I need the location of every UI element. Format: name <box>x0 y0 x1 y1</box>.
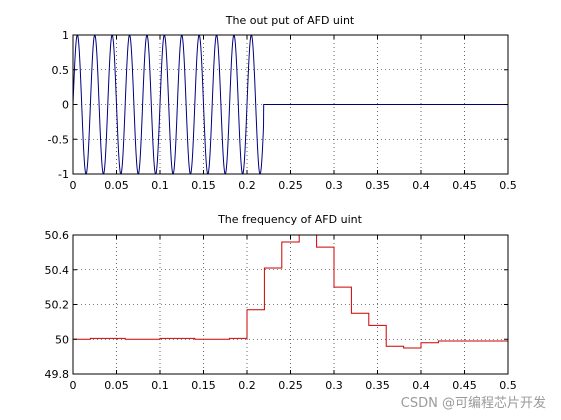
output-series-line <box>73 35 508 174</box>
output-xtick-label-7: 0.35 <box>365 179 390 192</box>
output-ytick-label-2: 0 <box>62 99 69 112</box>
frequency-ytick-label-4: 50.6 <box>45 229 70 242</box>
frequency-xtick-label-3: 0.15 <box>191 379 216 392</box>
frequency-xtick-label-2: 0.1 <box>151 379 169 392</box>
frequency-ytick-label-0: 49.8 <box>45 368 70 381</box>
frequency-ytick-label-2: 50.2 <box>45 299 70 312</box>
output-xtick-label-3: 0.15 <box>191 179 216 192</box>
output-xtick-label-10: 0.5 <box>499 179 517 192</box>
output-xtick-label-9: 0.45 <box>452 179 477 192</box>
output-ytick-label-4: 1 <box>62 29 69 42</box>
output-xtick-label-6: 0.3 <box>325 179 343 192</box>
output-ytick-label-0: -1 <box>58 168 69 181</box>
frequency-ytick-label-1: 50 <box>55 333 69 346</box>
frequency-xtick-label-10: 0.5 <box>499 379 517 392</box>
output-ytick-label-3: 0.5 <box>52 64 70 77</box>
frequency-title: The frequency of AFD uint <box>217 213 363 226</box>
output-xtick-label-0: 0 <box>70 179 77 192</box>
output-xtick-label-4: 0.2 <box>238 179 256 192</box>
frequency-xtick-label-8: 0.4 <box>412 379 430 392</box>
frequency-xtick-label-7: 0.35 <box>365 379 390 392</box>
frequency-xtick-label-5: 0.25 <box>278 379 303 392</box>
frequency-xtick-label-6: 0.3 <box>325 379 343 392</box>
output-xtick-label-2: 0.1 <box>151 179 169 192</box>
output-title: The out put of AFD uint <box>225 14 355 27</box>
frequency-series-line <box>73 235 508 349</box>
output-xtick-label-5: 0.25 <box>278 179 303 192</box>
output-grid <box>73 35 508 174</box>
frequency-xtick-label-0: 0 <box>70 379 77 392</box>
watermark: CSDN @可编程芯片开发 <box>401 395 546 411</box>
output-xtick-label-8: 0.4 <box>412 179 430 192</box>
frequency-axes: The frequency of AFD uint 0 0.05 0.1 0.15 0.… <box>45 213 517 392</box>
output-axes: The out put of AFD uint 0 0.05 0.1 0.15 0.2 0… <box>48 14 517 192</box>
output-xtick-label-1: 0.05 <box>104 179 129 192</box>
frequency-xtick-label-4: 0.2 <box>238 379 256 392</box>
output-ytick-label-1: -0.5 <box>48 133 69 146</box>
frequency-xtick-label-9: 0.45 <box>452 379 477 392</box>
frequency-xtick-label-1: 0.05 <box>104 379 129 392</box>
frequency-ytick-label-3: 50.4 <box>45 264 70 277</box>
